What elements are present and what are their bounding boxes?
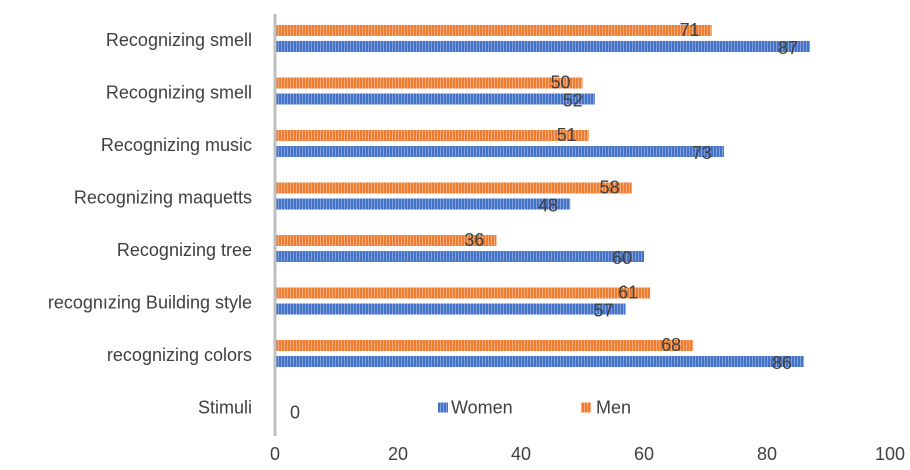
category-label: recognızing Building style (48, 293, 252, 313)
x-tick-label: 40 (511, 444, 531, 464)
data-label-men: 71 (680, 20, 700, 40)
bar-men (275, 25, 712, 36)
legend-label-women: Women (451, 398, 513, 418)
bar-women (275, 251, 644, 262)
data-label-women: 87 (778, 38, 798, 58)
data-label-men: 51 (557, 125, 577, 145)
x-tick-label: 80 (757, 444, 777, 464)
data-label-men: 36 (464, 230, 484, 250)
x-tick-label: 0 (270, 444, 280, 464)
data-label-women: 57 (594, 301, 614, 321)
x-tick-label: 60 (634, 444, 654, 464)
data-label-men: 61 (618, 283, 638, 303)
bar-women (275, 93, 595, 105)
data-label-women: 60 (612, 248, 632, 268)
category-label: recognizing colors (107, 345, 252, 365)
bar-women (275, 356, 804, 367)
legend-swatch-women (438, 402, 448, 413)
bar-women (275, 198, 571, 210)
data-label-women: 48 (538, 196, 558, 216)
data-label-men: 68 (661, 335, 681, 355)
bar-men (275, 340, 694, 351)
bar-women (275, 303, 626, 315)
legend-label-men: Men (596, 398, 631, 418)
legend-swatch-men (581, 402, 591, 413)
x-tick-label: 100 (875, 444, 905, 464)
bar-men (275, 77, 583, 89)
data-label-women: 86 (772, 353, 792, 373)
bar-men (275, 130, 589, 141)
data-label-women: 52 (563, 91, 583, 111)
data-label-men: 50 (550, 73, 570, 93)
category-label: Recognizing smell (106, 83, 252, 103)
category-label: Recognizing tree (117, 240, 252, 260)
x-tick-label: 20 (388, 444, 408, 464)
category-label: Recognizing music (101, 135, 252, 155)
bar-men (275, 235, 497, 246)
category-label: Recognizing smell (106, 30, 252, 50)
data-label-men: 58 (600, 178, 620, 198)
bar-women (275, 41, 811, 52)
data-label-women: 73 (692, 143, 712, 163)
bar-women (275, 146, 724, 157)
data-label-women: 0 (290, 403, 300, 423)
category-label: Recognizing maquetts (74, 188, 252, 208)
bar-men (275, 287, 651, 299)
bar-men (275, 182, 632, 194)
category-label: Stimuli (198, 398, 252, 418)
